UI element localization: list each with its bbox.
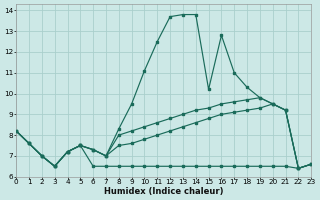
X-axis label: Humidex (Indice chaleur): Humidex (Indice chaleur)	[104, 187, 223, 196]
